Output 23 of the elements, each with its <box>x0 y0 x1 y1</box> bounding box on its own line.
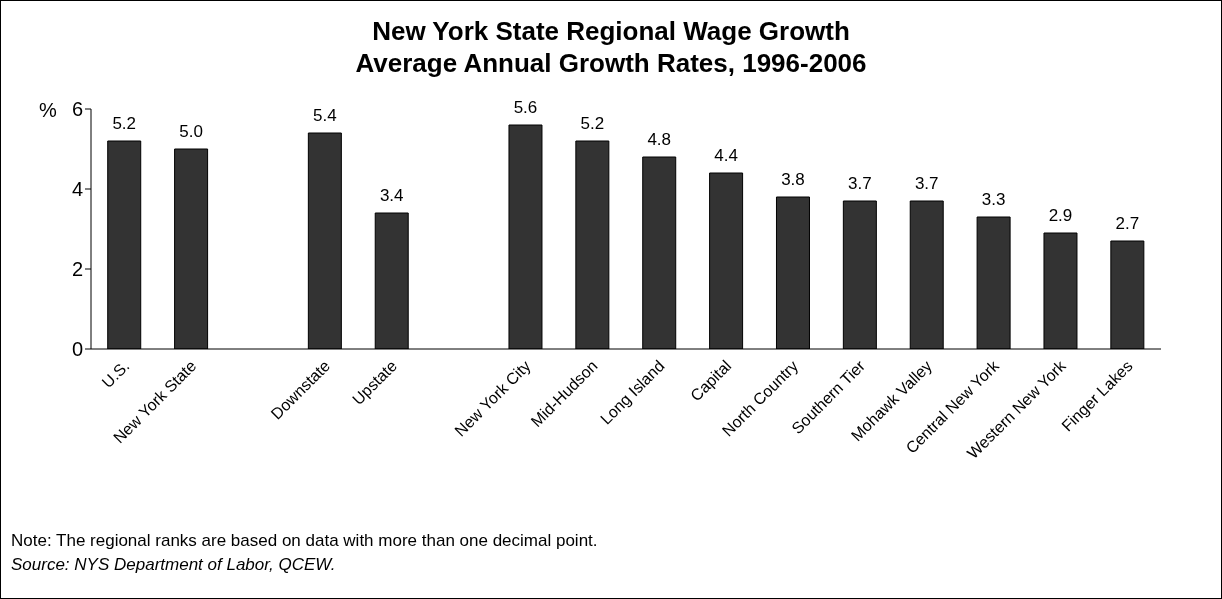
data-label: 3.8 <box>781 170 805 189</box>
data-label: 2.9 <box>1048 206 1073 225</box>
x-tick-label: U.S. <box>98 357 133 392</box>
data-label: 4.8 <box>647 130 672 149</box>
data-label: 5.4 <box>313 106 337 125</box>
y-tick-label: 6 <box>71 98 83 121</box>
y-tick-label: 2 <box>71 258 83 281</box>
source-note: Source: NYS Department of Labor, QCEW. <box>11 554 337 576</box>
data-label: 2.7 <box>1115 214 1140 233</box>
data-label: 4.4 <box>714 146 738 165</box>
chart-title: New York State Regional Wage Growth Average Annual Growth Rates, 1996-2006 <box>354 15 868 79</box>
y-tick-label: 4 <box>71 178 83 201</box>
data-label: 5.0 <box>179 122 203 141</box>
data-label: 3.3 <box>981 190 1006 209</box>
y-axis-title: % <box>39 99 57 121</box>
data-label: 3.7 <box>848 174 872 193</box>
data-label: 5.2 <box>580 114 605 133</box>
data-label: 3.4 <box>379 186 404 205</box>
text: Note: The regional ranks are based on data with more than one decimal point. <box>11 530 598 552</box>
data-label: 5.6 <box>513 98 538 117</box>
data-label: 3.7 <box>914 174 939 193</box>
data-label: 5.2 <box>112 114 137 133</box>
y-tick-label: 0 <box>71 338 83 361</box>
